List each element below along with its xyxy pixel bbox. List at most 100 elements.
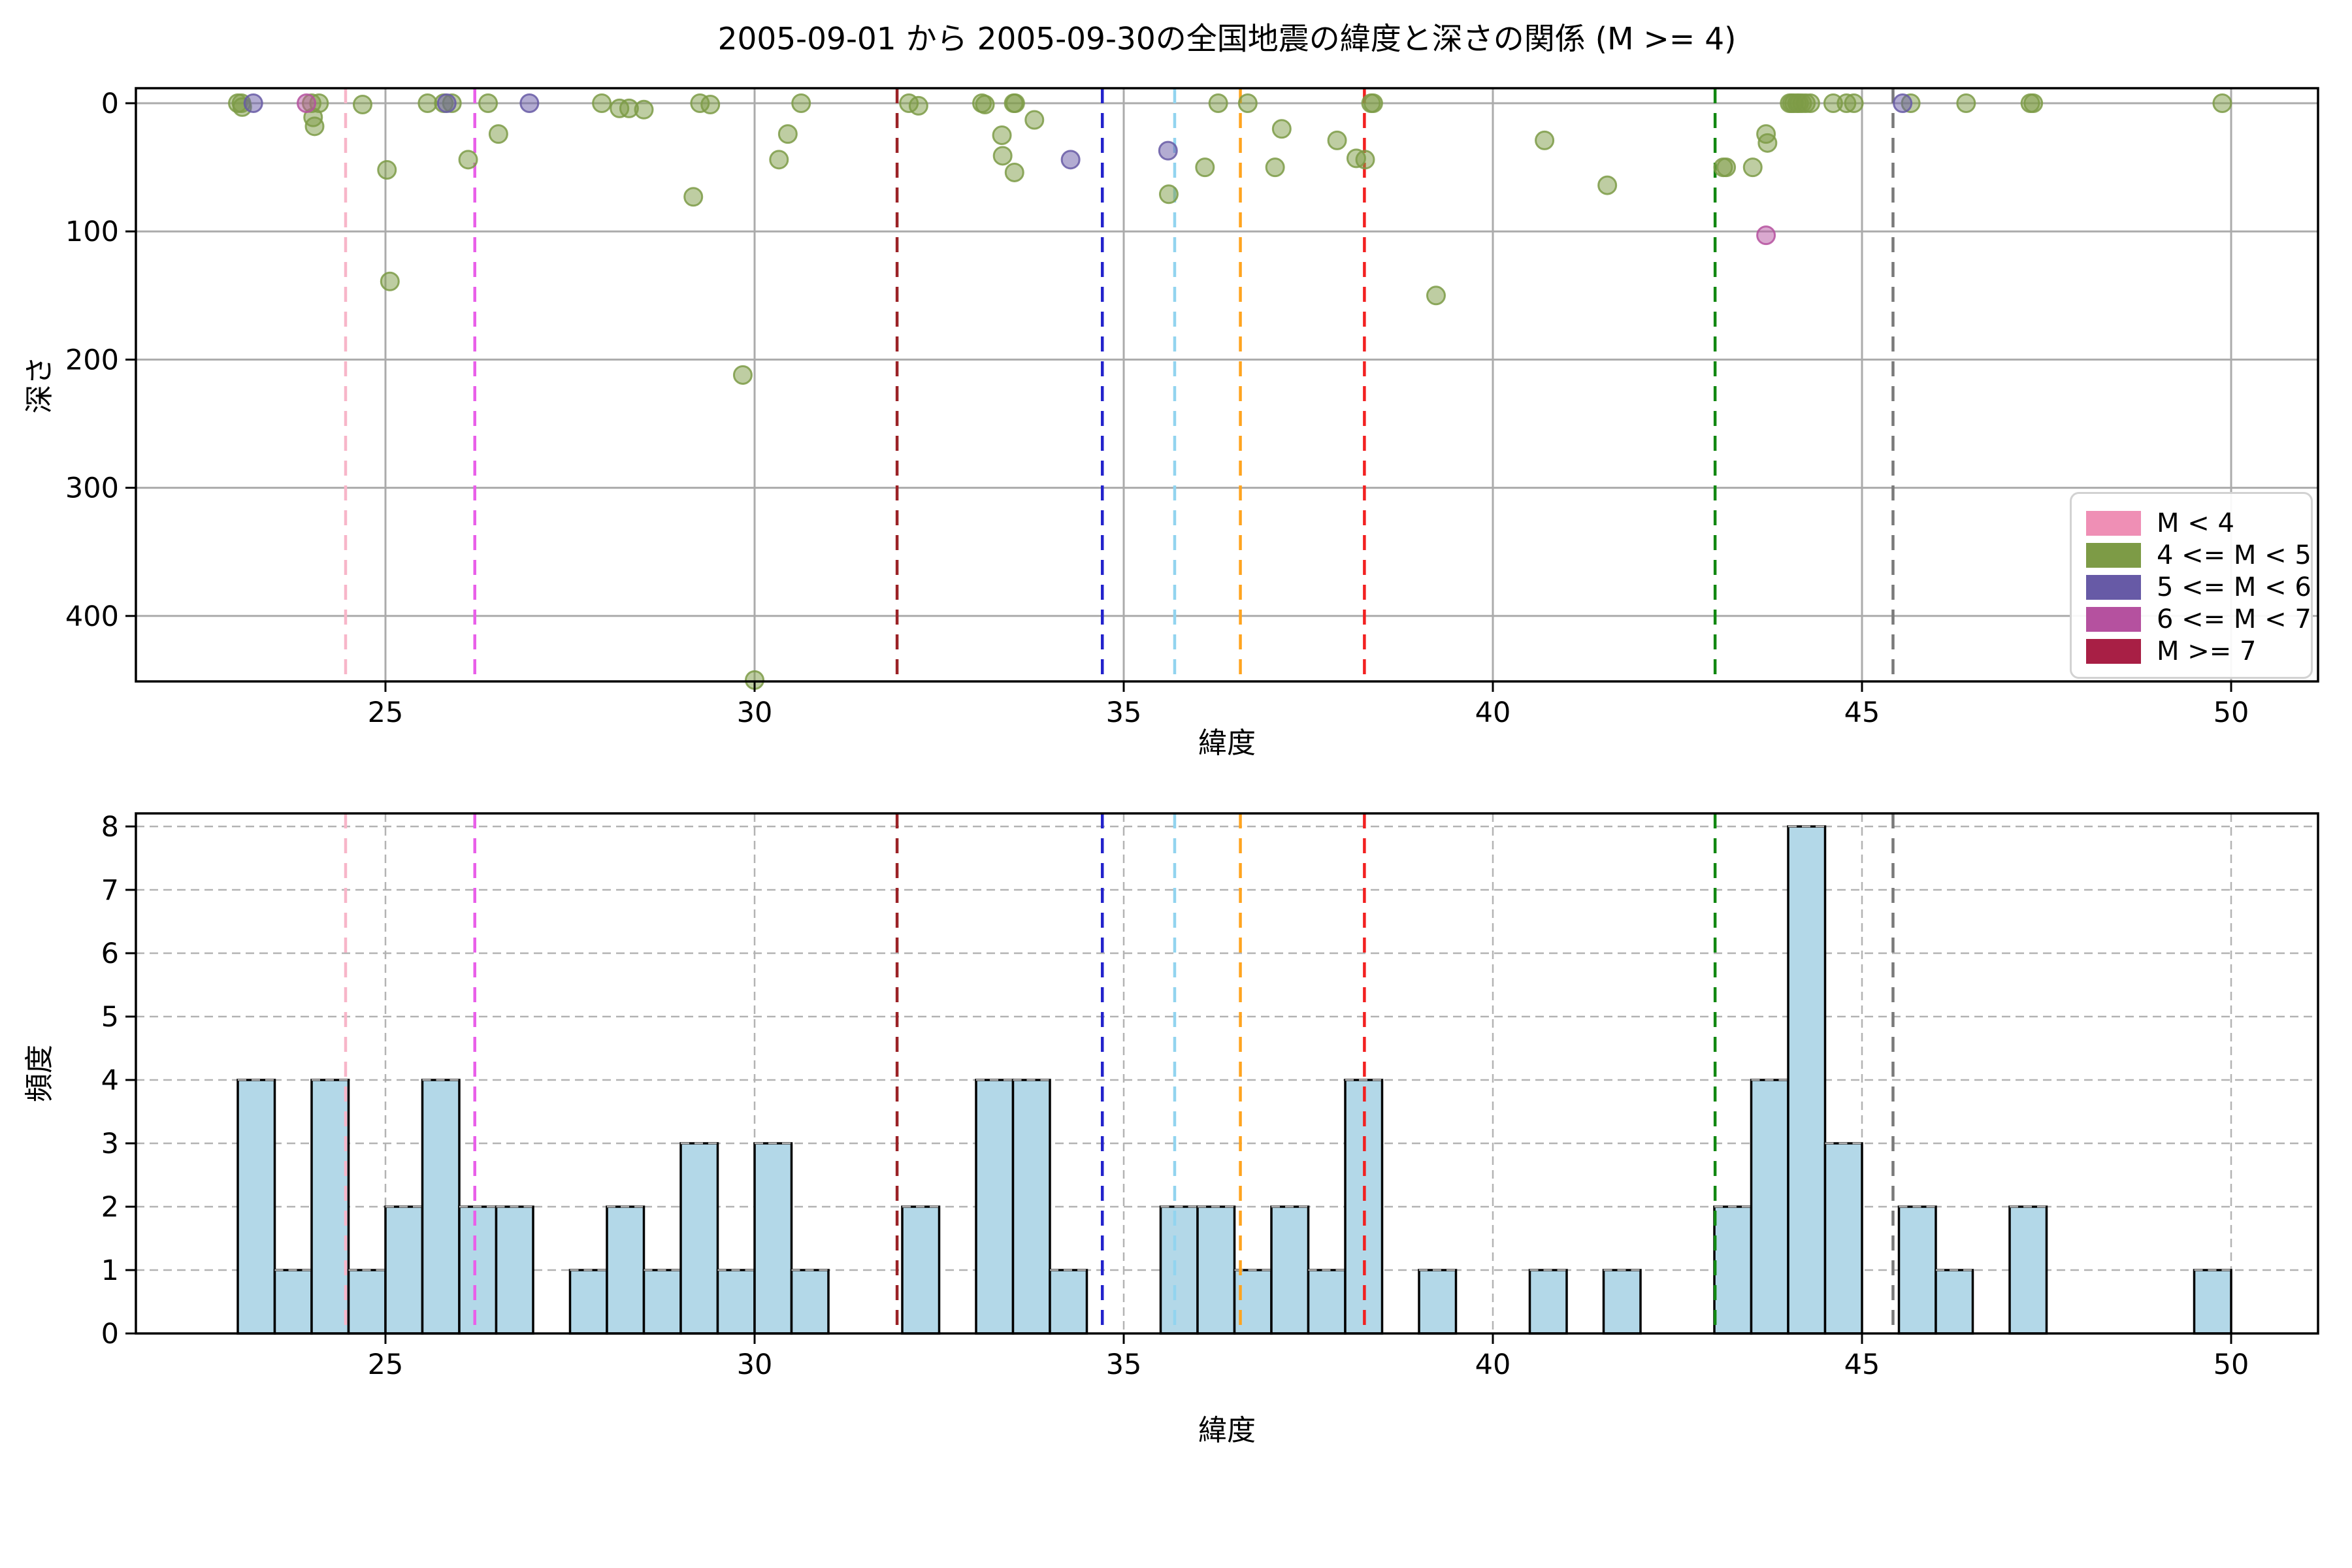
scatter-point — [304, 116, 325, 137]
scatter-point — [992, 125, 1012, 146]
y-tick-label: 2 — [101, 1191, 119, 1224]
histogram-bar — [495, 1205, 534, 1335]
histogram-bar — [1787, 825, 1827, 1335]
scatter-point — [1800, 93, 1820, 113]
histogram-bar — [2008, 1205, 2048, 1335]
legend-item: M < 4 — [2086, 507, 2311, 539]
scatter-point — [777, 124, 798, 144]
scatter-point — [519, 93, 540, 113]
scatter-point — [791, 93, 811, 113]
histogram-bar — [421, 1079, 461, 1335]
histogram-bar — [1307, 1269, 1347, 1335]
histogram-bar — [1602, 1269, 1642, 1335]
histogram-bar — [458, 1205, 498, 1335]
scatter-point — [1742, 157, 1763, 178]
scatter-point — [478, 93, 498, 113]
scatter-axes-frame — [135, 87, 2319, 683]
x-tick-label: 45 — [1844, 696, 1880, 729]
scatter-point — [1327, 130, 1347, 150]
legend-label: M >= 7 — [2157, 636, 2257, 666]
histogram-ylabel: 頻度 — [23, 1045, 56, 1102]
x-tick-label: 50 — [2213, 1348, 2249, 1381]
y-tick-label: 3 — [101, 1128, 119, 1160]
scatter-point — [1158, 184, 1179, 204]
histogram-bar — [901, 1205, 941, 1335]
scatter-point — [634, 99, 654, 120]
scatter-point — [1535, 130, 1555, 150]
scatter-point — [1060, 150, 1081, 170]
chart-title: 2005-09-01 から 2005-09-30の全国地震の緯度と深さの関係 (… — [717, 21, 1737, 57]
scatter-point — [732, 365, 753, 385]
histogram-bar — [606, 1205, 645, 1335]
scatter-point — [1757, 133, 1778, 153]
histogram-bar — [2193, 1269, 2232, 1335]
histogram-bar — [1750, 1079, 1789, 1335]
legend-label: 5 <= M < 6 — [2157, 572, 2311, 602]
y-tick-label: 4 — [101, 1064, 119, 1097]
histogram-bar — [1049, 1269, 1088, 1335]
x-tick-label: 50 — [2213, 696, 2249, 729]
histogram-bar — [1935, 1269, 1974, 1335]
histogram-bar — [642, 1269, 682, 1335]
y-tick-label: 1 — [101, 1254, 119, 1287]
scatter-point — [1716, 157, 1737, 178]
histogram-xlabel: 緯度 — [1198, 1414, 1256, 1447]
scatter-point — [1004, 162, 1024, 182]
scatter-point — [1208, 93, 1228, 113]
scatter-point — [2212, 93, 2232, 113]
scatter-point — [592, 93, 612, 113]
scatter-point — [380, 271, 400, 291]
scatter-point — [352, 94, 372, 114]
x-tick-label: 40 — [1475, 696, 1511, 729]
scatter-point — [975, 94, 995, 114]
histogram-bar — [1011, 1079, 1051, 1335]
histogram-bar — [1270, 1205, 1310, 1335]
x-tick-label: 45 — [1844, 1348, 1880, 1381]
y-tick-label: 7 — [101, 874, 119, 907]
legend-label: 4 <= M < 5 — [2157, 540, 2311, 570]
legend-item: 6 <= M < 7 — [2086, 603, 2311, 635]
legend-swatch — [2086, 606, 2141, 632]
histogram-bar — [384, 1205, 424, 1335]
scatter-point — [700, 94, 721, 114]
y-tick-label: 200 — [65, 344, 119, 376]
scatter-point — [1271, 119, 1292, 139]
scatter-point — [243, 93, 263, 113]
histogram-bar — [347, 1269, 387, 1335]
y-tick-label: 5 — [101, 1001, 119, 1034]
scatter-point — [488, 124, 508, 144]
histogram-bar — [1196, 1205, 1236, 1335]
histogram-bar — [273, 1269, 313, 1335]
legend-item: M >= 7 — [2086, 635, 2311, 667]
x-tick-label: 35 — [1106, 1348, 1142, 1381]
scatter-point — [1005, 93, 1025, 113]
histogram-bar — [1418, 1269, 1458, 1335]
histogram-bar — [975, 1079, 1015, 1335]
legend-item: 5 <= M < 6 — [2086, 571, 2311, 603]
scatter-point — [1355, 150, 1375, 170]
histogram-bar — [1159, 1205, 1199, 1335]
scatter-point — [1844, 93, 1864, 113]
legend-swatch — [2086, 510, 2141, 536]
scatter-ylabel: 深さ — [23, 356, 56, 414]
scatter-point — [769, 150, 789, 170]
scatter-point — [683, 187, 704, 207]
x-tick-label: 30 — [737, 696, 773, 729]
legend-swatch — [2086, 542, 2141, 568]
histogram-bar — [1528, 1269, 1568, 1335]
scatter-point — [297, 93, 317, 113]
legend-swatch — [2086, 638, 2141, 664]
scatter-point — [377, 160, 397, 180]
histogram-bar — [716, 1269, 756, 1335]
scatter-point — [1363, 93, 1383, 113]
legend-label: 6 <= M < 7 — [2157, 604, 2311, 634]
y-tick-label: 300 — [65, 472, 119, 505]
scatter-point — [458, 150, 478, 170]
y-tick-label: 6 — [101, 938, 119, 970]
scatter-point — [1265, 157, 1285, 178]
histogram-bar — [310, 1079, 350, 1335]
scatter-point — [1158, 140, 1178, 161]
